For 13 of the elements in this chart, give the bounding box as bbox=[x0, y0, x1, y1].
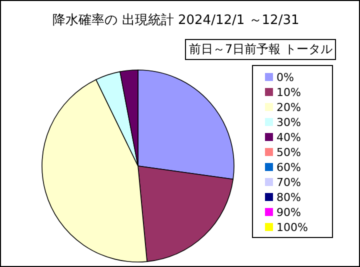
legend-label: 20% bbox=[276, 101, 301, 114]
legend-label: 40% bbox=[276, 131, 301, 144]
legend-label: 70% bbox=[276, 176, 301, 189]
legend-label: 50% bbox=[276, 146, 301, 159]
legend-label: 30% bbox=[276, 116, 301, 129]
chart-title: 降水確率の 出現統計 2024/12/1 ～12/31 bbox=[52, 12, 300, 29]
legend-label: 60% bbox=[276, 161, 301, 174]
chart-subtitle: 前日～7日前予報 トータル bbox=[185, 39, 336, 60]
legend-label: 100% bbox=[276, 221, 308, 234]
legend-label: 80% bbox=[276, 191, 301, 204]
legend-label: 10% bbox=[276, 86, 301, 99]
legend-label: 90% bbox=[276, 206, 301, 219]
legend-label: 0% bbox=[276, 71, 294, 84]
